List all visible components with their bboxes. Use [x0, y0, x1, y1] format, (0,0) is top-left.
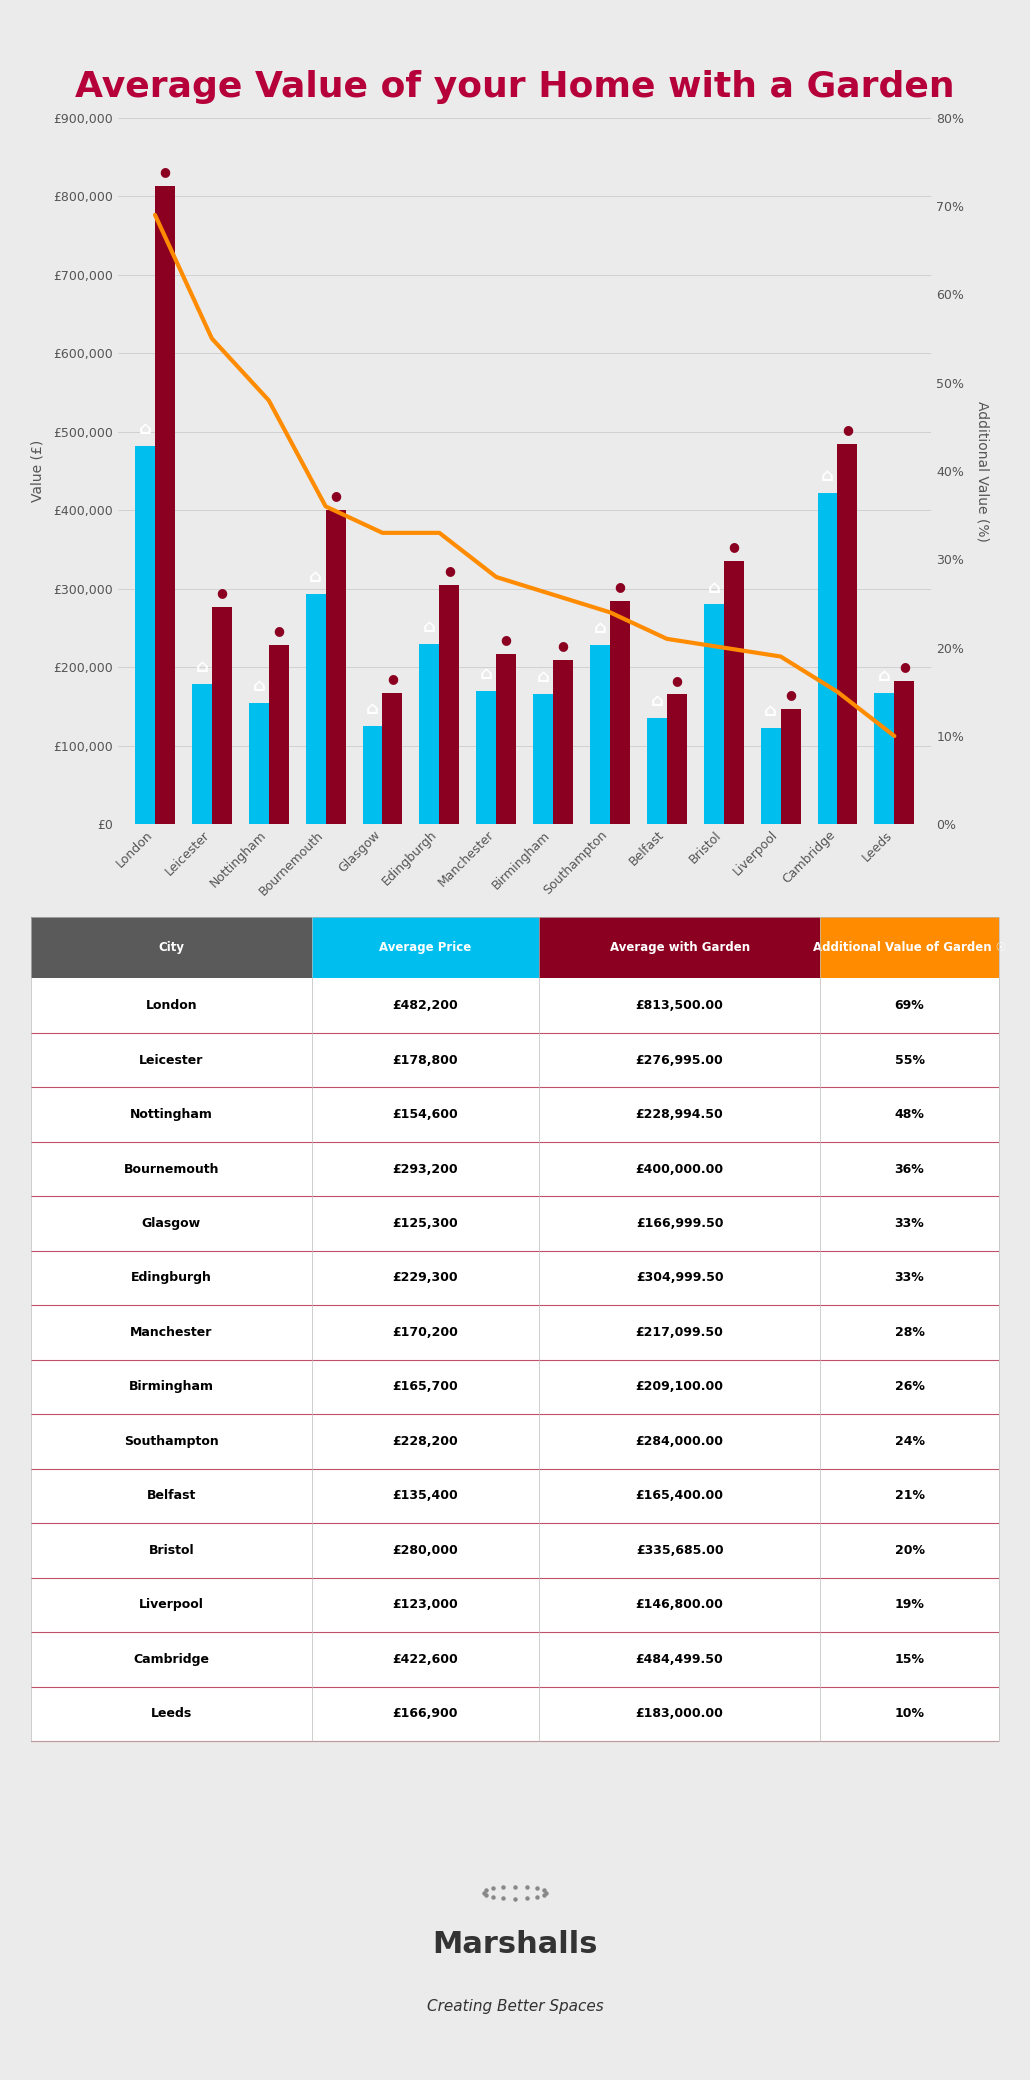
Text: Manchester: Manchester: [130, 1325, 212, 1340]
Text: Liverpool: Liverpool: [139, 1597, 204, 1612]
Text: £482,200: £482,200: [392, 998, 458, 1013]
Bar: [31, 1577, 999, 1633]
Text: Southampton: Southampton: [124, 1435, 218, 1448]
Bar: [31, 1360, 999, 1414]
Bar: [31, 1034, 999, 1088]
Text: Cambridge: Cambridge: [133, 1654, 209, 1666]
Text: £178,800: £178,800: [392, 1055, 458, 1067]
Text: £484,499.50: £484,499.50: [636, 1654, 723, 1666]
Text: £135,400: £135,400: [392, 1489, 458, 1502]
Bar: [31, 978, 999, 1034]
Text: £422,600: £422,600: [392, 1654, 458, 1666]
Text: Bournemouth: Bournemouth: [124, 1163, 219, 1175]
Text: Average with Garden: Average with Garden: [610, 940, 750, 955]
Text: £813,500.00: £813,500.00: [636, 998, 723, 1013]
Text: £276,995.00: £276,995.00: [636, 1055, 723, 1067]
Bar: [31, 1088, 999, 1142]
Text: City: City: [159, 940, 184, 955]
Text: £304,999.50: £304,999.50: [636, 1271, 723, 1285]
Text: 19%: 19%: [895, 1597, 925, 1612]
Text: 20%: 20%: [894, 1543, 925, 1558]
Text: Marshalls: Marshalls: [433, 1930, 597, 1959]
Text: 28%: 28%: [895, 1325, 925, 1340]
Text: £166,900: £166,900: [392, 1708, 458, 1720]
Text: £166,999.50: £166,999.50: [636, 1217, 723, 1229]
Text: £335,685.00: £335,685.00: [636, 1543, 723, 1558]
Text: Edingburgh: Edingburgh: [131, 1271, 212, 1285]
Text: Glasgow: Glasgow: [142, 1217, 201, 1229]
Text: £209,100.00: £209,100.00: [636, 1381, 724, 1394]
Text: £183,000.00: £183,000.00: [636, 1708, 723, 1720]
Text: Leicester: Leicester: [139, 1055, 204, 1067]
Text: London: London: [145, 998, 197, 1013]
Text: 33%: 33%: [895, 1217, 924, 1229]
Text: 15%: 15%: [894, 1654, 925, 1666]
Text: £165,700: £165,700: [392, 1381, 458, 1394]
Y-axis label: Additional Value (%): Additional Value (%): [975, 401, 989, 541]
Text: £229,300: £229,300: [392, 1271, 458, 1285]
Text: 10%: 10%: [894, 1708, 925, 1720]
Text: £165,400.00: £165,400.00: [636, 1489, 724, 1502]
Bar: [312, 917, 539, 978]
Text: £293,200: £293,200: [392, 1163, 458, 1175]
Text: £228,200: £228,200: [392, 1435, 458, 1448]
Bar: [31, 1414, 999, 1468]
Text: 33%: 33%: [895, 1271, 924, 1285]
Text: Additional Value of Garden ☉: Additional Value of Garden ☉: [813, 940, 1006, 955]
Text: Birmingham: Birmingham: [129, 1381, 214, 1394]
Text: 26%: 26%: [895, 1381, 925, 1394]
Text: 69%: 69%: [895, 998, 924, 1013]
Bar: [820, 917, 999, 978]
Text: 21%: 21%: [894, 1489, 925, 1502]
Text: 48%: 48%: [895, 1109, 925, 1121]
Text: £280,000: £280,000: [392, 1543, 458, 1558]
Text: Belfast: Belfast: [146, 1489, 196, 1502]
Text: £170,200: £170,200: [392, 1325, 458, 1340]
Text: Creating Better Spaces: Creating Better Spaces: [426, 1999, 604, 2013]
Text: £125,300: £125,300: [392, 1217, 458, 1229]
Text: £400,000.00: £400,000.00: [636, 1163, 724, 1175]
Bar: [31, 1142, 999, 1196]
Text: 36%: 36%: [895, 1163, 924, 1175]
Text: Leeds: Leeds: [150, 1708, 192, 1720]
Bar: [31, 1687, 999, 1741]
Text: £217,099.50: £217,099.50: [636, 1325, 723, 1340]
Bar: [539, 917, 820, 978]
Text: 55%: 55%: [894, 1055, 925, 1067]
Text: Average Price: Average Price: [379, 940, 472, 955]
Text: 24%: 24%: [894, 1435, 925, 1448]
Bar: [31, 1306, 999, 1360]
Text: Average Value of your Home with a Garden: Average Value of your Home with a Garden: [75, 71, 955, 104]
Text: £228,994.50: £228,994.50: [636, 1109, 723, 1121]
Text: £146,800.00: £146,800.00: [636, 1597, 723, 1612]
Text: £123,000: £123,000: [392, 1597, 458, 1612]
Text: Nottingham: Nottingham: [130, 1109, 213, 1121]
Text: Bristol: Bristol: [148, 1543, 194, 1558]
Bar: [31, 1633, 999, 1687]
Text: £154,600: £154,600: [392, 1109, 458, 1121]
Bar: [31, 1468, 999, 1523]
Bar: [31, 1196, 999, 1250]
Bar: [31, 917, 312, 978]
Bar: [31, 1523, 999, 1577]
Bar: [31, 1250, 999, 1306]
Text: £284,000.00: £284,000.00: [636, 1435, 724, 1448]
